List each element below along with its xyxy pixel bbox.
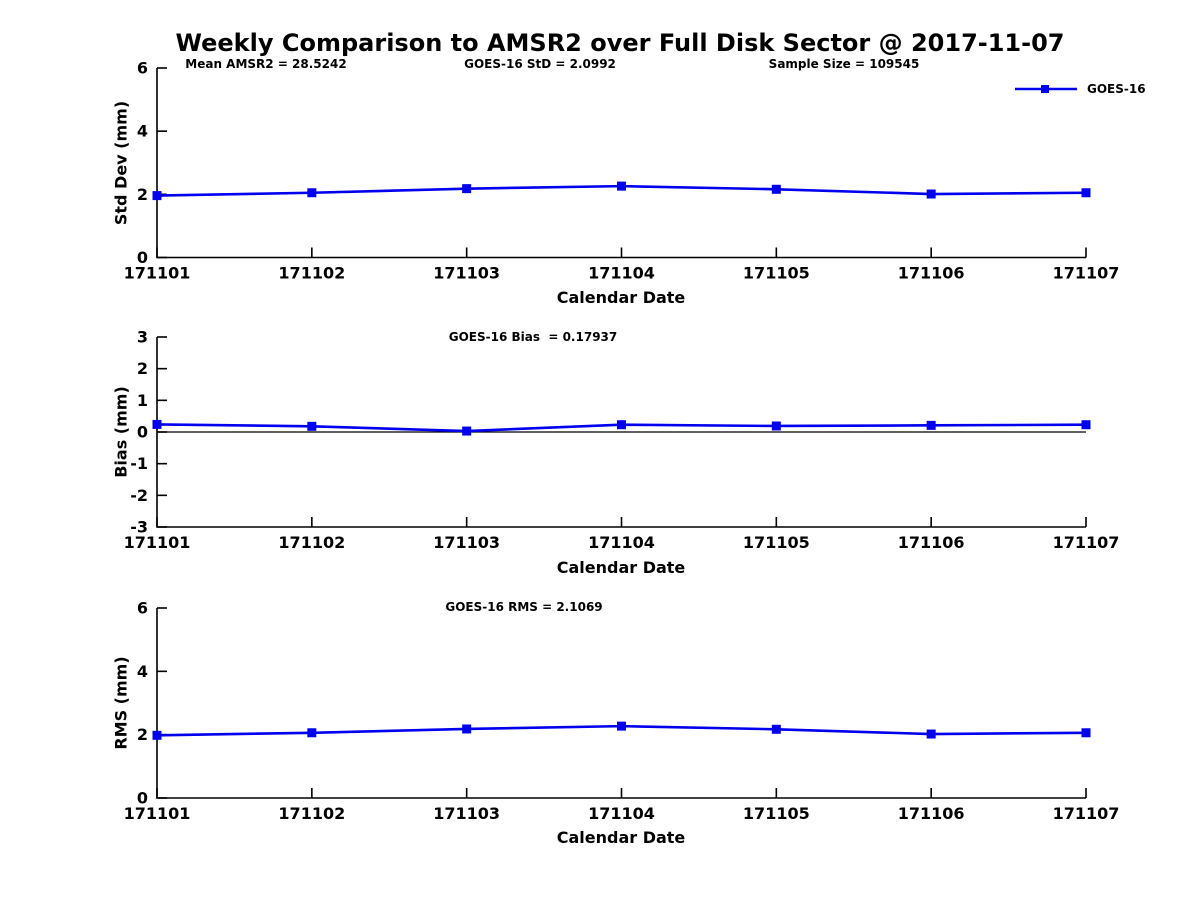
subplot-0-marker [771,184,781,194]
subplot-2-marker [926,729,936,739]
subplot-2-ytick-label: 2 [137,725,148,744]
subplot-2-xtick-label: 171102 [278,804,345,823]
annotation-mean-amsr2: Mean AMSR2 = 28.5242 [185,57,347,71]
subplot-0-ytick-label: 4 [137,122,148,141]
xlabel-calendar-date-2: Calendar Date [556,558,686,577]
subplot-1-ytick-label: 3 [137,328,148,347]
subplot-bias-title: GOES-16 Bias = 0.17937 [448,330,618,344]
subplot-0-marker [152,191,162,201]
subplot-0-xtick-label: 171101 [124,264,191,283]
subplot-0-marker [307,188,317,198]
subplot-0-marker [1081,188,1091,198]
subplot-1-xtick-label: 171105 [743,533,810,552]
subplot-rms-title: GOES-16 RMS = 2.1069 [445,600,603,614]
subplot-1-marker [1081,420,1091,430]
subplot-2-ytick-label: 4 [137,662,148,681]
subplot-1-ytick-label: -3 [130,518,148,537]
subplot-1-ytick-label: 0 [137,423,148,442]
subplot-1-marker [617,420,626,430]
subplot-2-marker [617,721,626,731]
legend: GOES-16 [1015,82,1146,96]
subplot-2-xtick-label: 171107 [1053,804,1120,823]
annotation-goes16-std: GOES-16 StD = 2.0992 [464,57,616,71]
xlabel-calendar-date-1: Calendar Date [556,288,686,307]
subplot-2-xtick-label: 171104 [588,804,655,823]
subplot-0-xtick-label: 171104 [588,264,655,283]
legend-line-marker-icon [1015,85,1077,93]
ylabel-bias: Bias (mm) [111,386,131,478]
subplot-1-ytick-label: -1 [130,454,148,473]
subplot-0-xtick-label: 171106 [898,264,965,283]
subplot-1-xtick-label: 171102 [278,533,345,552]
subplot-1-marker [307,421,317,431]
subplot-0-xtick-label: 171105 [743,264,810,283]
subplot-0-marker [462,184,472,194]
subplot-2-xtick-label: 171106 [898,804,965,823]
subplot-1-xtick-label: 171103 [433,533,500,552]
subplot-1-xtick-label: 171101 [124,533,191,552]
subplot-0-xtick-label: 171103 [433,264,500,283]
subplot-0-xtick-label: 171102 [278,264,345,283]
subplot-0-ytick-label: 0 [137,248,148,267]
subplot-2-marker [1081,728,1091,738]
subplot-1-marker [152,419,162,429]
subplot-1-marker [771,421,781,431]
subplot-1-marker [462,426,472,436]
legend-square-marker-icon [1041,85,1049,93]
subplot-2-xtick-label: 171105 [743,804,810,823]
subplot-0-xtick-label: 171107 [1053,264,1120,283]
subplot-2-marker [462,724,472,734]
subplot-1-ytick-label: 1 [137,391,148,410]
figure-title: Weekly Comparison to AMSR2 over Full Dis… [175,29,1065,57]
subplot-0-ytick-label: 2 [137,185,148,204]
subplot-1-marker [926,420,936,430]
subplot-0-marker [617,181,626,191]
ylabel-std-dev: Std Dev (mm) [111,100,131,226]
subplot-2-marker [152,730,162,740]
subplot-0-axes [156,68,1086,259]
subplot-1-xtick-label: 171106 [898,533,965,552]
subplot-2-xtick-label: 171103 [433,804,500,823]
xlabel-calendar-date-3: Calendar Date [556,828,686,847]
subplot-1-xtick-label: 171104 [588,533,655,552]
subplot-2-marker [771,724,781,734]
subplot-2-axes [156,608,1086,799]
subplot-0-ytick-label: 6 [137,59,148,78]
subplot-1-xtick-label: 171107 [1053,533,1120,552]
subplot-1-ytick-label: 2 [137,359,148,378]
ylabel-rms: RMS (mm) [111,656,131,750]
annotation-sample-size: Sample Size = 109545 [768,57,920,71]
subplot-2-xtick-label: 171101 [124,804,191,823]
legend-label: GOES-16 [1087,82,1146,96]
subplot-2-ytick-label: 6 [137,599,148,618]
subplot-1-ytick-label: -2 [130,486,148,505]
subplot-2-ytick-label: 0 [137,789,148,808]
subplot-2-marker [307,728,317,738]
subplot-0-marker [926,189,936,199]
